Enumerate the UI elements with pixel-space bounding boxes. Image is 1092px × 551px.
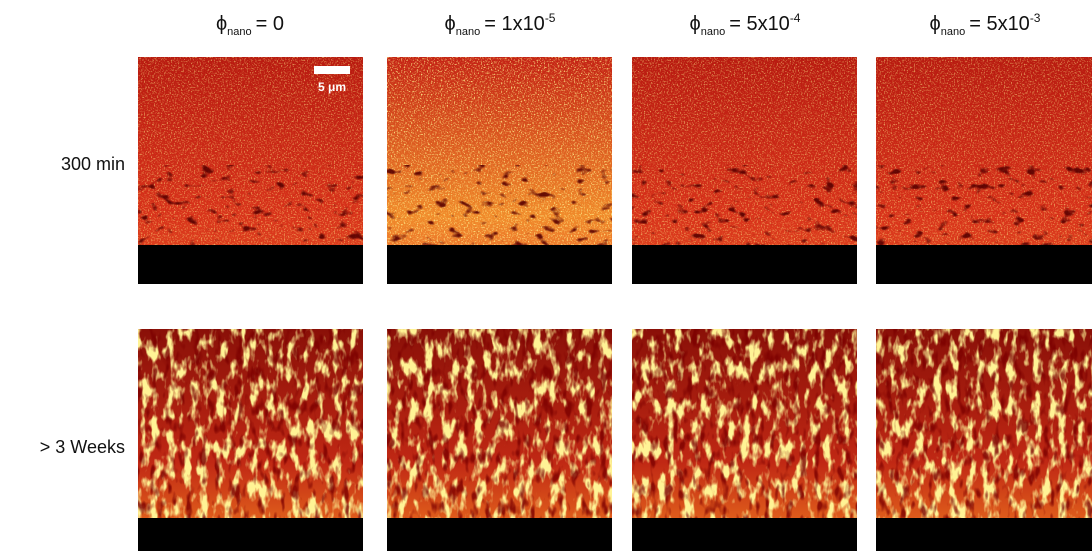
micrograph (387, 329, 612, 551)
column-header: ϕnano = 5x10-3 (930, 11, 1041, 38)
header-text: = 5x10 (969, 13, 1030, 35)
image-substrate (387, 518, 612, 551)
image-dark-spots (876, 165, 1092, 245)
image-substrate (876, 245, 1092, 284)
header-subscript: nano (227, 26, 251, 38)
image-dark-streaks (387, 329, 612, 551)
image-dark-spots (138, 165, 363, 245)
header-subscript: nano (941, 26, 965, 38)
image-dark-spots (387, 165, 612, 245)
header-superscript: -4 (790, 11, 801, 25)
header-symbol: ϕ (930, 13, 941, 35)
column-header: ϕnano = 5x10-4 (690, 11, 801, 38)
header-symbol: ϕ (445, 13, 456, 35)
image-substrate (138, 245, 363, 284)
header-superscript: -5 (545, 11, 556, 25)
image-substrate (632, 518, 857, 551)
image-substrate (876, 518, 1092, 551)
header-symbol: ϕ (216, 13, 227, 35)
header-text: = 0 (256, 13, 284, 35)
header-text: = 5x10 (729, 13, 790, 35)
micrograph (876, 329, 1092, 551)
micrograph (876, 57, 1092, 284)
figure: 300 min > 3 Weeks 5 μm ϕnano= 0ϕnano= 1x… (0, 0, 1092, 551)
row-label: 300 min (61, 154, 125, 174)
image-substrate (138, 518, 363, 551)
scale-bar-label: 5 μm (318, 80, 346, 94)
column-header: ϕnano = 1x10-5 (445, 11, 556, 38)
micrograph (632, 57, 857, 284)
micrograph (138, 329, 363, 551)
row-label: > 3 Weeks (40, 437, 125, 457)
image-substrate (632, 245, 857, 284)
header-subscript: nano (456, 26, 480, 38)
image-dark-streaks (876, 329, 1092, 551)
header-subscript: nano (701, 26, 725, 38)
image-dark-spots (632, 165, 857, 245)
image-dark-streaks (632, 329, 857, 551)
image-dark-streaks (138, 329, 363, 551)
micrograph (387, 57, 612, 284)
header-text: = 1x10 (484, 13, 545, 35)
scale-bar (314, 66, 350, 74)
image-grid (138, 57, 1092, 551)
micrograph (632, 329, 857, 551)
header-superscript: -3 (1030, 11, 1041, 25)
header-symbol: ϕ (690, 13, 701, 35)
image-substrate (387, 245, 612, 284)
column-header: ϕnano = 0 (216, 13, 284, 38)
